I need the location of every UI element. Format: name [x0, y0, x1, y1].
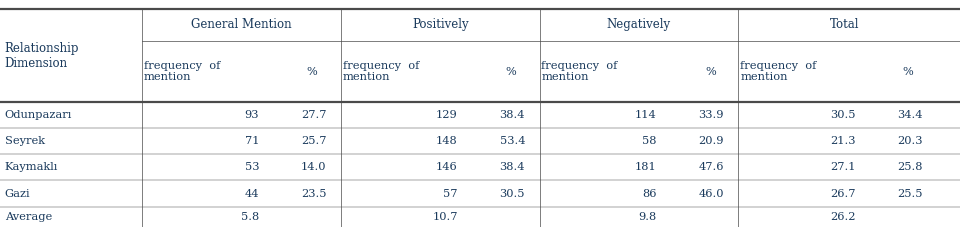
Text: Odunpazarı: Odunpazarı — [5, 110, 72, 120]
Text: 181: 181 — [635, 162, 657, 173]
Text: Positively: Positively — [412, 18, 468, 32]
Text: 114: 114 — [635, 110, 657, 120]
Text: 38.4: 38.4 — [499, 110, 525, 120]
Text: Average: Average — [5, 212, 52, 222]
Text: 20.3: 20.3 — [897, 136, 923, 146]
Text: 30.5: 30.5 — [499, 188, 525, 199]
Text: 53.4: 53.4 — [499, 136, 525, 146]
Text: 25.8: 25.8 — [897, 162, 923, 173]
Text: 20.9: 20.9 — [698, 136, 724, 146]
Text: Kaymaklı: Kaymaklı — [5, 162, 59, 173]
Text: 47.6: 47.6 — [698, 162, 724, 173]
Text: %: % — [705, 67, 716, 76]
Text: 148: 148 — [436, 136, 458, 146]
Text: Gazi: Gazi — [5, 188, 31, 199]
Text: 34.4: 34.4 — [897, 110, 923, 120]
Text: 26.7: 26.7 — [829, 188, 855, 199]
Text: 33.9: 33.9 — [698, 110, 724, 120]
Text: 44: 44 — [245, 188, 259, 199]
Text: 27.1: 27.1 — [829, 162, 855, 173]
Text: %: % — [902, 67, 914, 76]
Text: %: % — [306, 67, 318, 76]
Text: 93: 93 — [245, 110, 259, 120]
Text: frequency  of
mention: frequency of mention — [541, 61, 618, 82]
Text: 10.7: 10.7 — [432, 212, 458, 222]
Text: Negatively: Negatively — [607, 18, 671, 32]
Text: 23.5: 23.5 — [300, 188, 326, 199]
Text: 25.7: 25.7 — [300, 136, 326, 146]
Text: 71: 71 — [245, 136, 259, 146]
Text: 14.0: 14.0 — [300, 162, 326, 173]
Text: %: % — [505, 67, 516, 76]
Text: Total: Total — [829, 18, 859, 32]
Text: 53: 53 — [245, 162, 259, 173]
Text: frequency  of
mention: frequency of mention — [740, 61, 817, 82]
Text: Seyrek: Seyrek — [5, 136, 45, 146]
Text: 9.8: 9.8 — [638, 212, 657, 222]
Text: 129: 129 — [436, 110, 458, 120]
Text: 30.5: 30.5 — [829, 110, 855, 120]
Text: General Mention: General Mention — [191, 18, 292, 32]
Text: 57: 57 — [444, 188, 458, 199]
Text: 38.4: 38.4 — [499, 162, 525, 173]
Text: 27.7: 27.7 — [300, 110, 326, 120]
Text: 146: 146 — [436, 162, 458, 173]
Text: 46.0: 46.0 — [698, 188, 724, 199]
Text: 5.8: 5.8 — [241, 212, 259, 222]
Text: Relationship
Dimension: Relationship Dimension — [5, 42, 80, 70]
Text: frequency  of
mention: frequency of mention — [144, 61, 221, 82]
Text: 86: 86 — [642, 188, 657, 199]
Text: 21.3: 21.3 — [829, 136, 855, 146]
Text: 58: 58 — [642, 136, 657, 146]
Text: 26.2: 26.2 — [829, 212, 855, 222]
Text: 25.5: 25.5 — [897, 188, 923, 199]
Text: frequency  of
mention: frequency of mention — [343, 61, 420, 82]
